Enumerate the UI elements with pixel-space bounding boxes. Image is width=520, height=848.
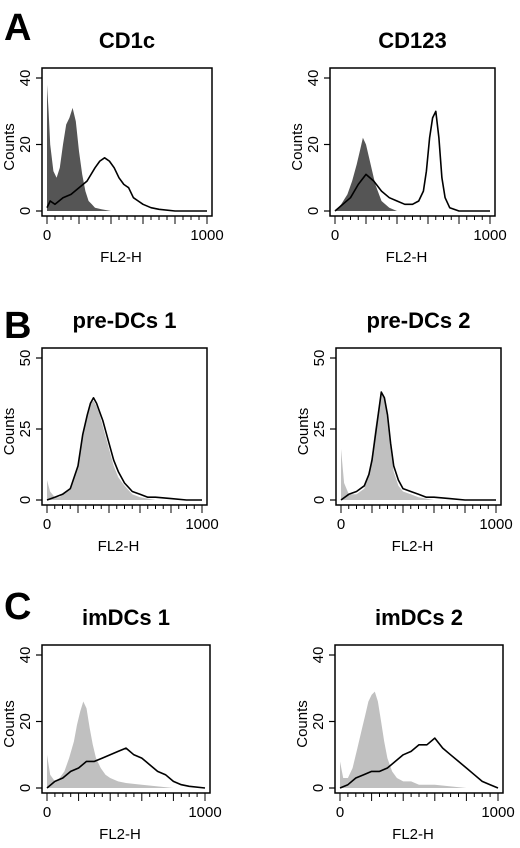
chart-5: 0 20 40 0 1000 FL2-H Counts imDCs 1 — [1, 605, 222, 843]
chart-3: 0 25 50 0 1000 FL2-H Counts pre-DCs 1 — [1, 308, 219, 555]
y-axis-label: Counts — [1, 123, 18, 171]
histogram-filled-1 — [47, 84, 207, 211]
y-tick-label: 20 — [305, 136, 322, 153]
y-axis-label: Counts — [1, 700, 18, 748]
histogram-outline-2 — [46, 747, 206, 789]
chart-title: imDCs 1 — [82, 605, 170, 630]
y-tick-label: 0 — [305, 207, 322, 215]
x-axis-label: FL2-H — [99, 826, 141, 843]
chart-title: CD123 — [378, 28, 446, 53]
chart-4: 0 25 50 0 1000 FL2-H Counts pre-DCs 2 — [295, 308, 513, 555]
y-tick-label: 0 — [310, 784, 327, 792]
x-tick-label: 0 — [337, 516, 345, 533]
x-tick-label: 1000 — [188, 804, 221, 821]
x-tick-label: 0 — [43, 227, 51, 244]
x-tick-label: 1000 — [479, 516, 512, 533]
histogram-outline-2 — [334, 110, 490, 212]
y-axis-label: Counts — [294, 700, 311, 748]
histogram-outline-2 — [46, 157, 207, 212]
y-tick-label: 0 — [311, 496, 328, 504]
x-tick-label: 0 — [43, 516, 51, 533]
y-tick-label: 50 — [311, 350, 328, 367]
histogram-filled-1 — [340, 691, 498, 788]
x-tick-label: 0 — [336, 804, 344, 821]
y-axis-label: Counts — [1, 408, 18, 456]
x-tick-label: 0 — [43, 804, 51, 821]
chart-2: 0 20 40 0 1000 FL2-H Counts CD123 — [289, 28, 507, 266]
x-tick-label: 1000 — [473, 227, 506, 244]
histogram-filled-1 — [47, 701, 205, 788]
chart-title: pre-DCs 1 — [73, 308, 177, 333]
chart-title: CD1c — [99, 28, 155, 53]
x-axis-label: FL2-H — [392, 538, 434, 555]
x-axis-label: FL2-H — [392, 826, 434, 843]
x-axis-label: FL2-H — [386, 249, 428, 266]
y-tick-label: 20 — [17, 713, 34, 730]
y-tick-label: 20 — [17, 136, 34, 153]
x-tick-label: 1000 — [190, 227, 223, 244]
histogram-outline-2 — [46, 397, 202, 501]
chart-title: pre-DCs 2 — [367, 308, 471, 333]
y-tick-label: 40 — [310, 647, 327, 664]
chart-1: 0 20 40 0 1000 FL2-H Counts CD1c — [1, 28, 224, 266]
x-tick-label: 1000 — [481, 804, 514, 821]
y-tick-label: 0 — [17, 784, 34, 792]
y-tick-label: 40 — [305, 70, 322, 87]
chart-6: 0 20 40 0 1000 FL2-H Counts imDCs 2 — [294, 605, 515, 843]
y-tick-label: 50 — [17, 350, 34, 367]
x-axis-label: FL2-H — [100, 249, 142, 266]
x-axis-label: FL2-H — [98, 538, 140, 555]
chart-title: imDCs 2 — [375, 605, 463, 630]
y-tick-label: 40 — [17, 70, 34, 87]
panel-label-a: A — [4, 7, 31, 49]
y-tick-label: 25 — [311, 421, 328, 438]
x-tick-label: 1000 — [185, 516, 218, 533]
y-tick-label: 0 — [17, 207, 34, 215]
histogram-outline-2 — [339, 737, 499, 789]
histogram-filled-1 — [47, 400, 202, 500]
x-tick-label: 0 — [331, 227, 339, 244]
y-axis-label: Counts — [289, 123, 306, 171]
y-tick-label: 25 — [17, 421, 34, 438]
plot-frame — [335, 347, 502, 506]
y-axis-label: Counts — [295, 408, 312, 456]
histogram-filled-1 — [341, 392, 496, 500]
y-tick-label: 0 — [17, 496, 34, 504]
panel-label-b: B — [4, 305, 31, 347]
panel-label-c: C — [4, 586, 31, 628]
histogram-outline-2 — [340, 391, 496, 501]
y-tick-label: 40 — [17, 647, 34, 664]
y-tick-label: 20 — [310, 713, 327, 730]
histogram-filled-1 — [335, 137, 490, 211]
